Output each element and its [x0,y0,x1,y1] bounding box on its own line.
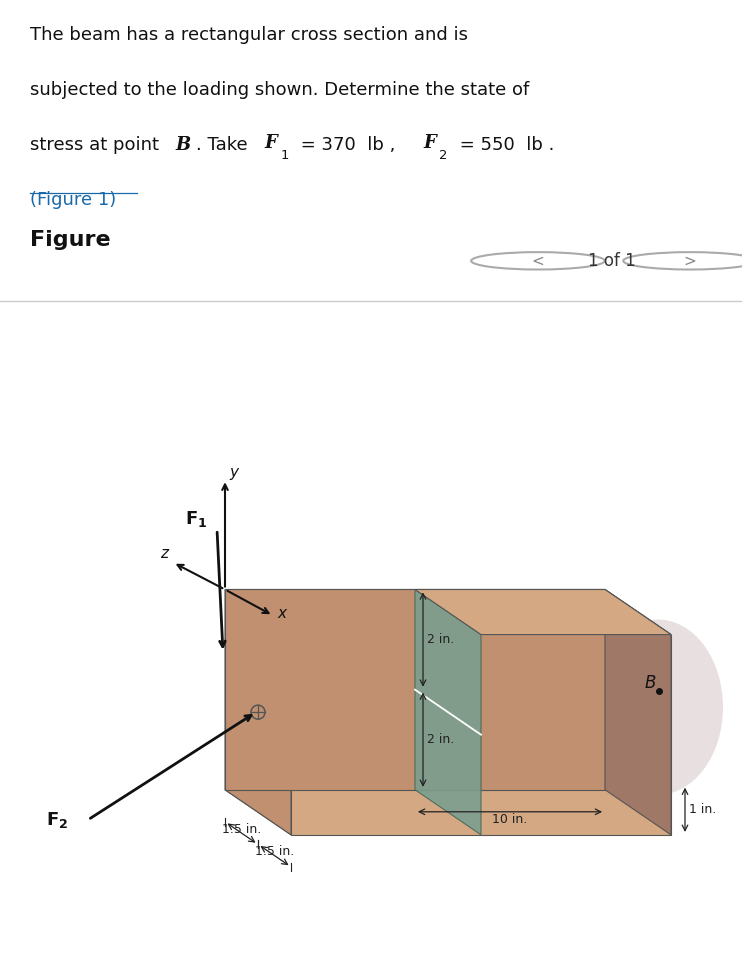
Text: $\mathbf{F_2}$: $\mathbf{F_2}$ [46,810,68,830]
Text: z: z [160,547,168,561]
Polygon shape [225,790,671,835]
Text: 1 in.: 1 in. [689,804,716,816]
Text: = 550  lb .: = 550 lb . [454,136,554,154]
Polygon shape [225,589,605,790]
Text: F: F [264,134,277,152]
Text: 2 in.: 2 in. [427,733,454,746]
Text: $B$: $B$ [644,674,656,692]
Text: 1 of 1: 1 of 1 [588,252,636,270]
Text: stress at point: stress at point [30,136,165,154]
Text: 10 in.: 10 in. [493,812,528,826]
Text: The beam has a rectangular cross section and is: The beam has a rectangular cross section… [30,25,467,43]
Text: >: > [683,253,697,269]
Text: 1.5 in.: 1.5 in. [222,823,261,836]
Text: F: F [423,134,436,152]
Text: B: B [176,136,191,154]
Text: y: y [229,466,238,480]
Polygon shape [291,635,671,835]
Polygon shape [225,589,671,635]
Text: = 370  lb ,: = 370 lb , [295,136,407,154]
Ellipse shape [593,619,723,795]
Polygon shape [605,589,671,835]
Text: x: x [277,606,286,620]
Text: <: < [531,253,545,269]
Text: (Figure 1): (Figure 1) [30,191,116,210]
Polygon shape [225,589,291,835]
Text: 2: 2 [439,149,447,161]
Text: 1.5 in.: 1.5 in. [255,845,294,859]
Text: 1: 1 [280,149,289,161]
Text: $\mathbf{F_1}$: $\mathbf{F_1}$ [185,509,207,529]
Polygon shape [415,589,481,835]
Text: . Take: . Take [196,136,253,154]
Text: 2 in.: 2 in. [427,633,454,646]
Text: subjected to the loading shown. Determine the state of: subjected to the loading shown. Determin… [30,81,529,99]
Text: Figure: Figure [30,230,111,249]
Polygon shape [415,589,671,635]
